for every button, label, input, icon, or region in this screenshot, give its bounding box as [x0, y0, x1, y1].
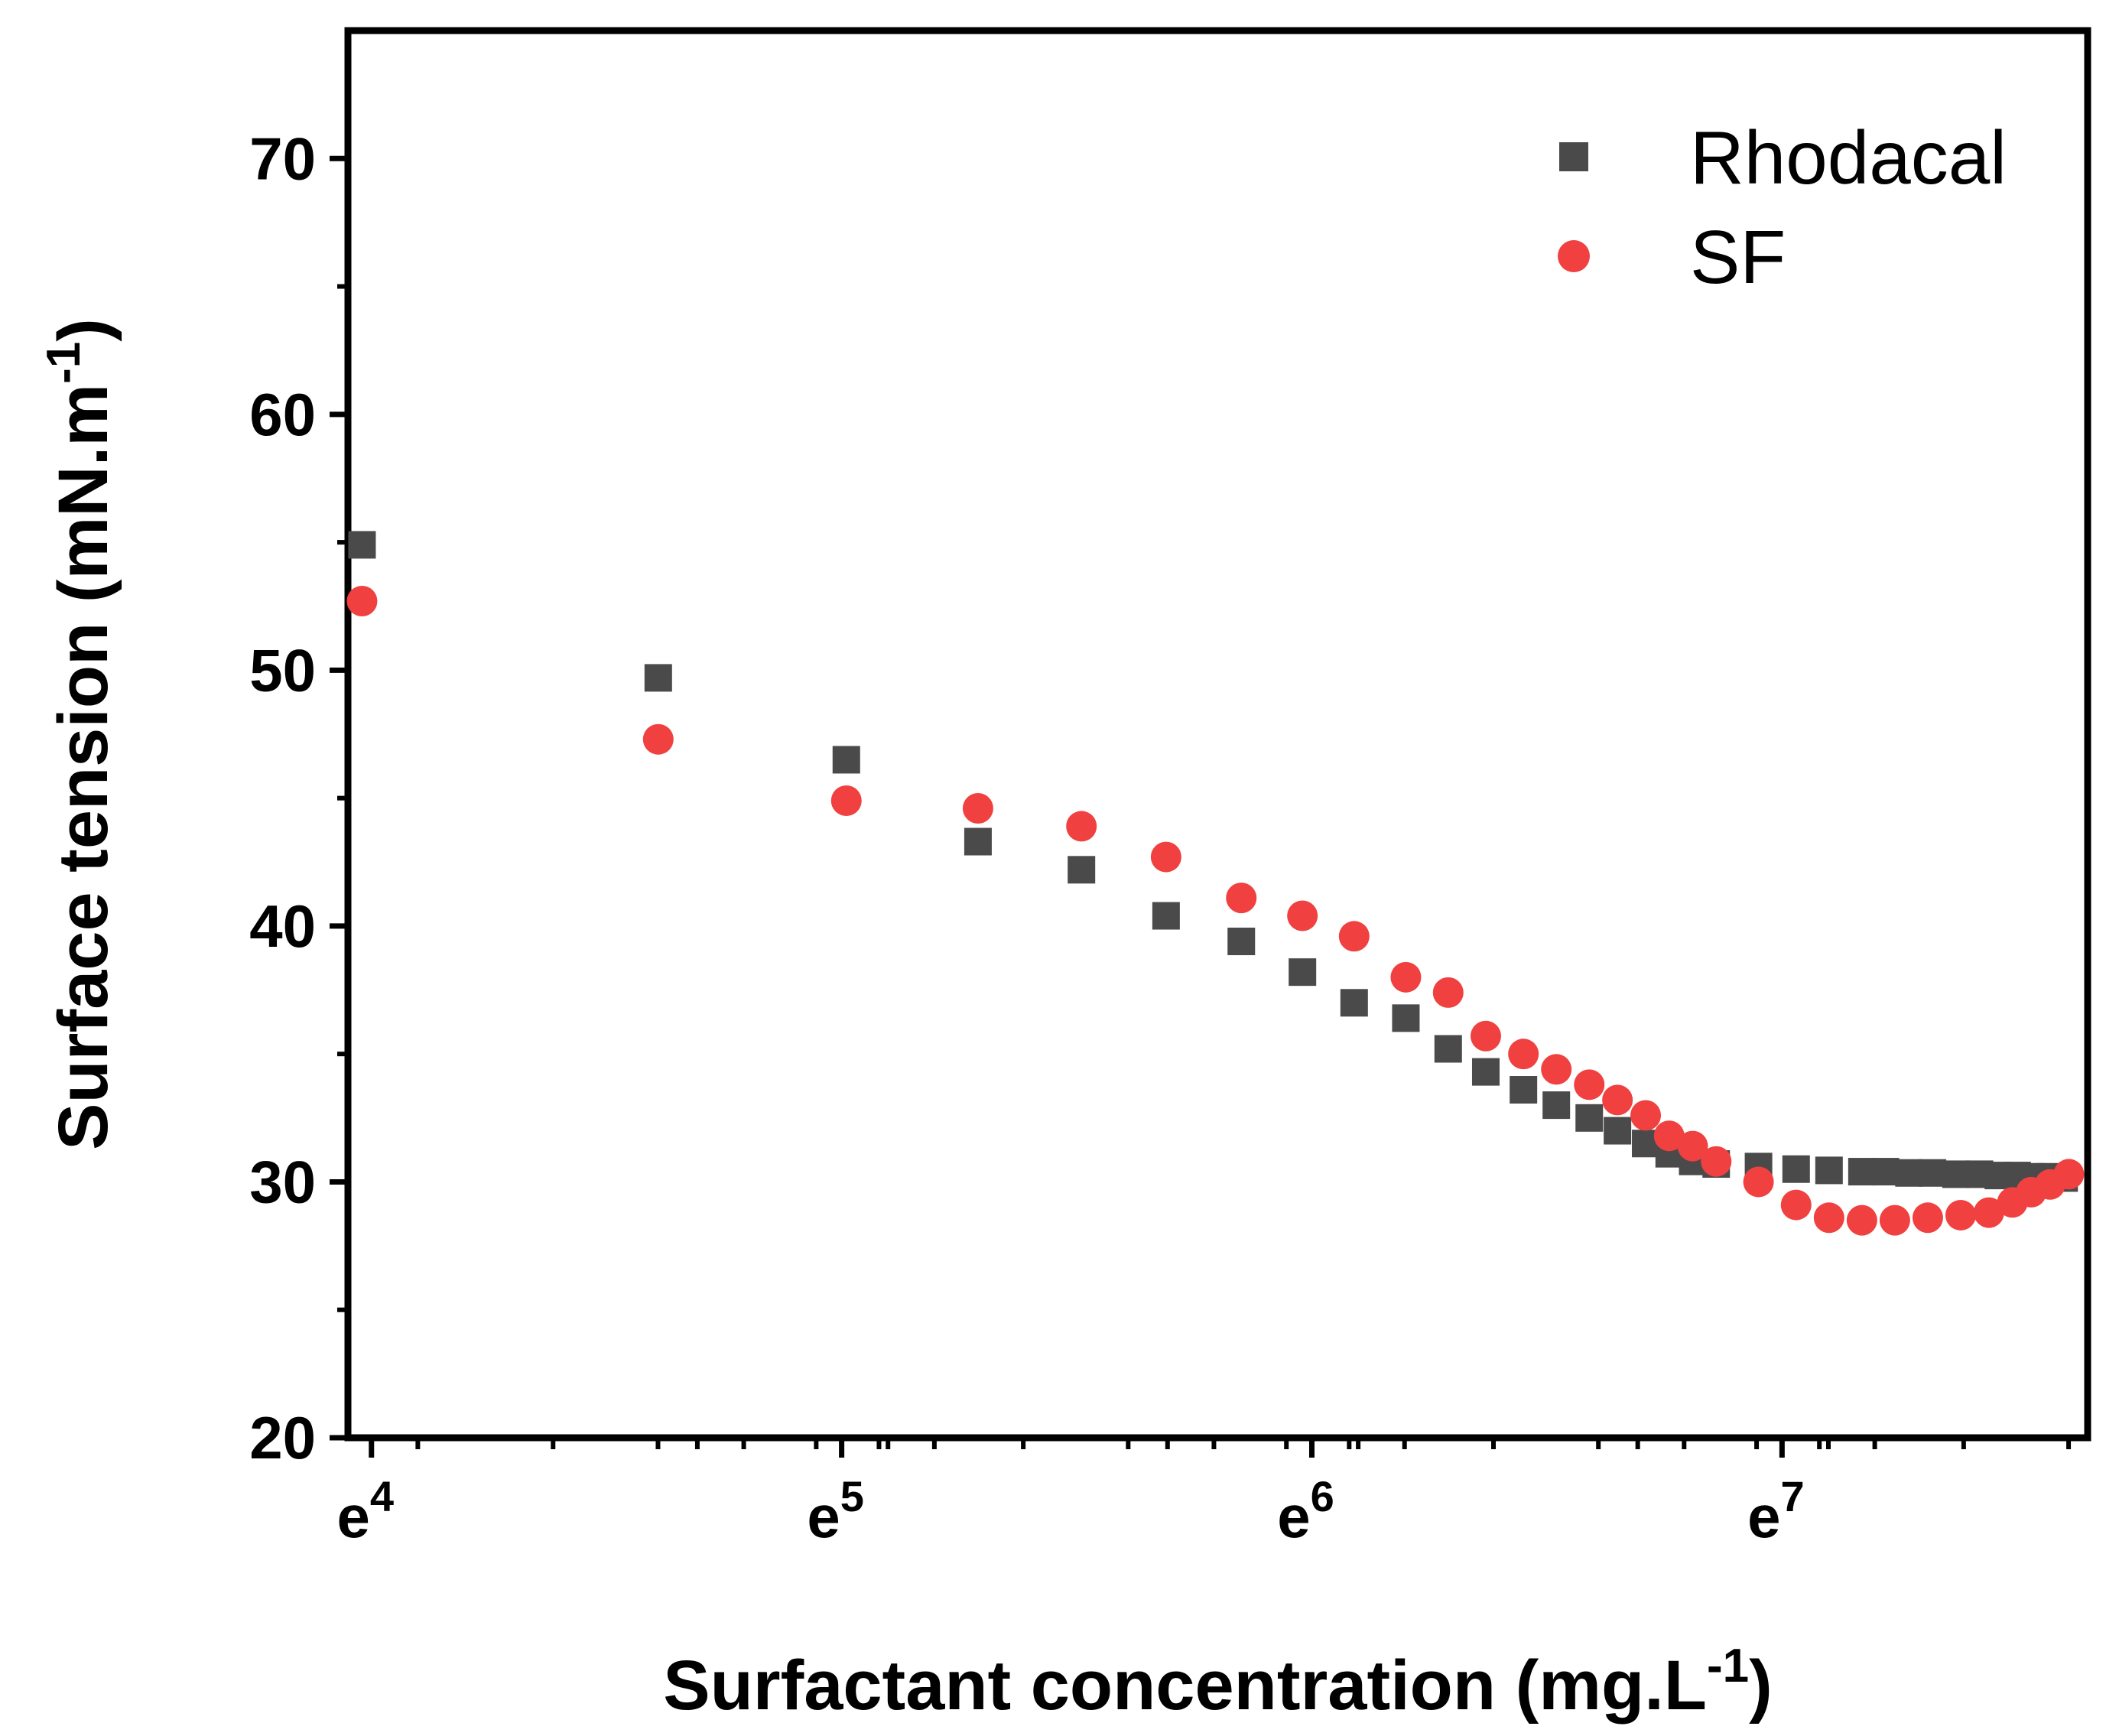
x-tick-label: e6 [1277, 1472, 1334, 1550]
sf-point [1287, 900, 1318, 931]
y-tick-label: 50 [249, 636, 316, 704]
x-axis-title-sup: -1 [1707, 1640, 1749, 1692]
rhodacal-point [1919, 1159, 1947, 1187]
y-axis-title-end: ) [44, 318, 122, 342]
legend-item-rhodacal: Rhodacal [1559, 115, 2007, 200]
rhodacal-point [1392, 1004, 1420, 1032]
sf-point [1813, 1202, 1844, 1234]
legend-marker-circle [1558, 240, 1590, 272]
y-tick-label: 70 [249, 125, 316, 192]
rhodacal-point [1848, 1158, 1876, 1186]
rhodacal-point [348, 531, 376, 559]
sf-point [1508, 1039, 1539, 1070]
sf-point [962, 793, 993, 824]
sf-point [1541, 1054, 1572, 1085]
x-axis-title-end: ) [1749, 1647, 1773, 1725]
sf-point [1701, 1146, 1732, 1177]
sf-point [1226, 883, 1257, 914]
rhodacal-point [1815, 1156, 1843, 1185]
data-series-layer [346, 531, 2085, 1236]
rhodacal-point [1942, 1160, 1970, 1188]
legend: Rhodacal SF [1558, 115, 2007, 299]
x-tick-label: e4 [336, 1472, 394, 1550]
y-tick-label: 60 [249, 381, 316, 448]
y-axis-title-main: Surface tension (mN.m [44, 384, 122, 1150]
sf-point [1338, 921, 1370, 952]
legend-label: SF [1690, 215, 1786, 299]
sf-point [2053, 1159, 2085, 1190]
rhodacal-point [1895, 1159, 1923, 1187]
sf-point [1470, 1020, 1501, 1052]
rhodacal-point [1604, 1117, 1632, 1145]
sf-point [642, 723, 674, 755]
rhodacal-point [832, 746, 860, 774]
y-tick-label: 30 [249, 1148, 316, 1215]
series-rhodacal [348, 531, 2078, 1192]
legend-marker-square [1559, 142, 1588, 171]
sf-point [1780, 1189, 1812, 1221]
sf-point [1602, 1084, 1633, 1116]
sf-point [1066, 811, 1097, 842]
sf-point [1630, 1100, 1662, 1131]
rhodacal-point [1227, 927, 1256, 955]
sf-point [1973, 1197, 2004, 1228]
x-tick-label: e5 [807, 1472, 864, 1550]
sf-point [1150, 841, 1181, 873]
sf-point [1390, 961, 1422, 993]
rhodacal-point [1340, 989, 1368, 1017]
y-axis: 20 30 40 50 60 70 [249, 125, 348, 1471]
x-tick-label: e7 [1747, 1472, 1805, 1550]
rhodacal-point [964, 827, 992, 856]
plot-frame [344, 27, 2091, 1442]
rhodacal-point [1289, 958, 1317, 987]
sf-point [1912, 1202, 1943, 1234]
series-sf [346, 586, 2085, 1236]
y-axis-title: Surface tension (mN.m-1) [37, 318, 122, 1150]
sf-point [1879, 1204, 1910, 1236]
plot-area [344, 27, 2091, 1442]
x-axis: e4 e5 e6 e7 [336, 1438, 2072, 1550]
rhodacal-point [1068, 856, 1096, 884]
y-tick-label: 20 [249, 1404, 316, 1471]
sf-point [830, 785, 862, 816]
sf-point [1846, 1204, 1877, 1236]
y-axis-title-sup: -1 [37, 342, 90, 384]
x-axis-title: Surfactant concentration (mg.L-1) [663, 1640, 1773, 1725]
rhodacal-point [1434, 1035, 1462, 1063]
rhodacal-point [644, 664, 672, 692]
rhodacal-point [1152, 902, 1180, 930]
sf-point [1653, 1120, 1685, 1152]
rhodacal-point [1575, 1104, 1604, 1132]
x-axis-title-main: Surfactant concentration (mg.L [663, 1647, 1707, 1725]
rhodacal-point [1510, 1076, 1538, 1104]
rhodacal-point [1471, 1058, 1500, 1086]
sf-point [1945, 1199, 1976, 1230]
rhodacal-point [1782, 1155, 1810, 1183]
sf-point [1432, 977, 1464, 1008]
sf-point [1743, 1166, 1774, 1198]
sf-point [1677, 1130, 1708, 1162]
rhodacal-point [1542, 1091, 1571, 1120]
sf-point [346, 586, 378, 617]
y-tick-label: 40 [249, 892, 316, 960]
legend-label: Rhodacal [1690, 115, 2007, 200]
sf-point [1574, 1069, 1605, 1100]
rhodacal-point [1871, 1158, 1900, 1186]
legend-item-sf: SF [1558, 215, 1786, 299]
